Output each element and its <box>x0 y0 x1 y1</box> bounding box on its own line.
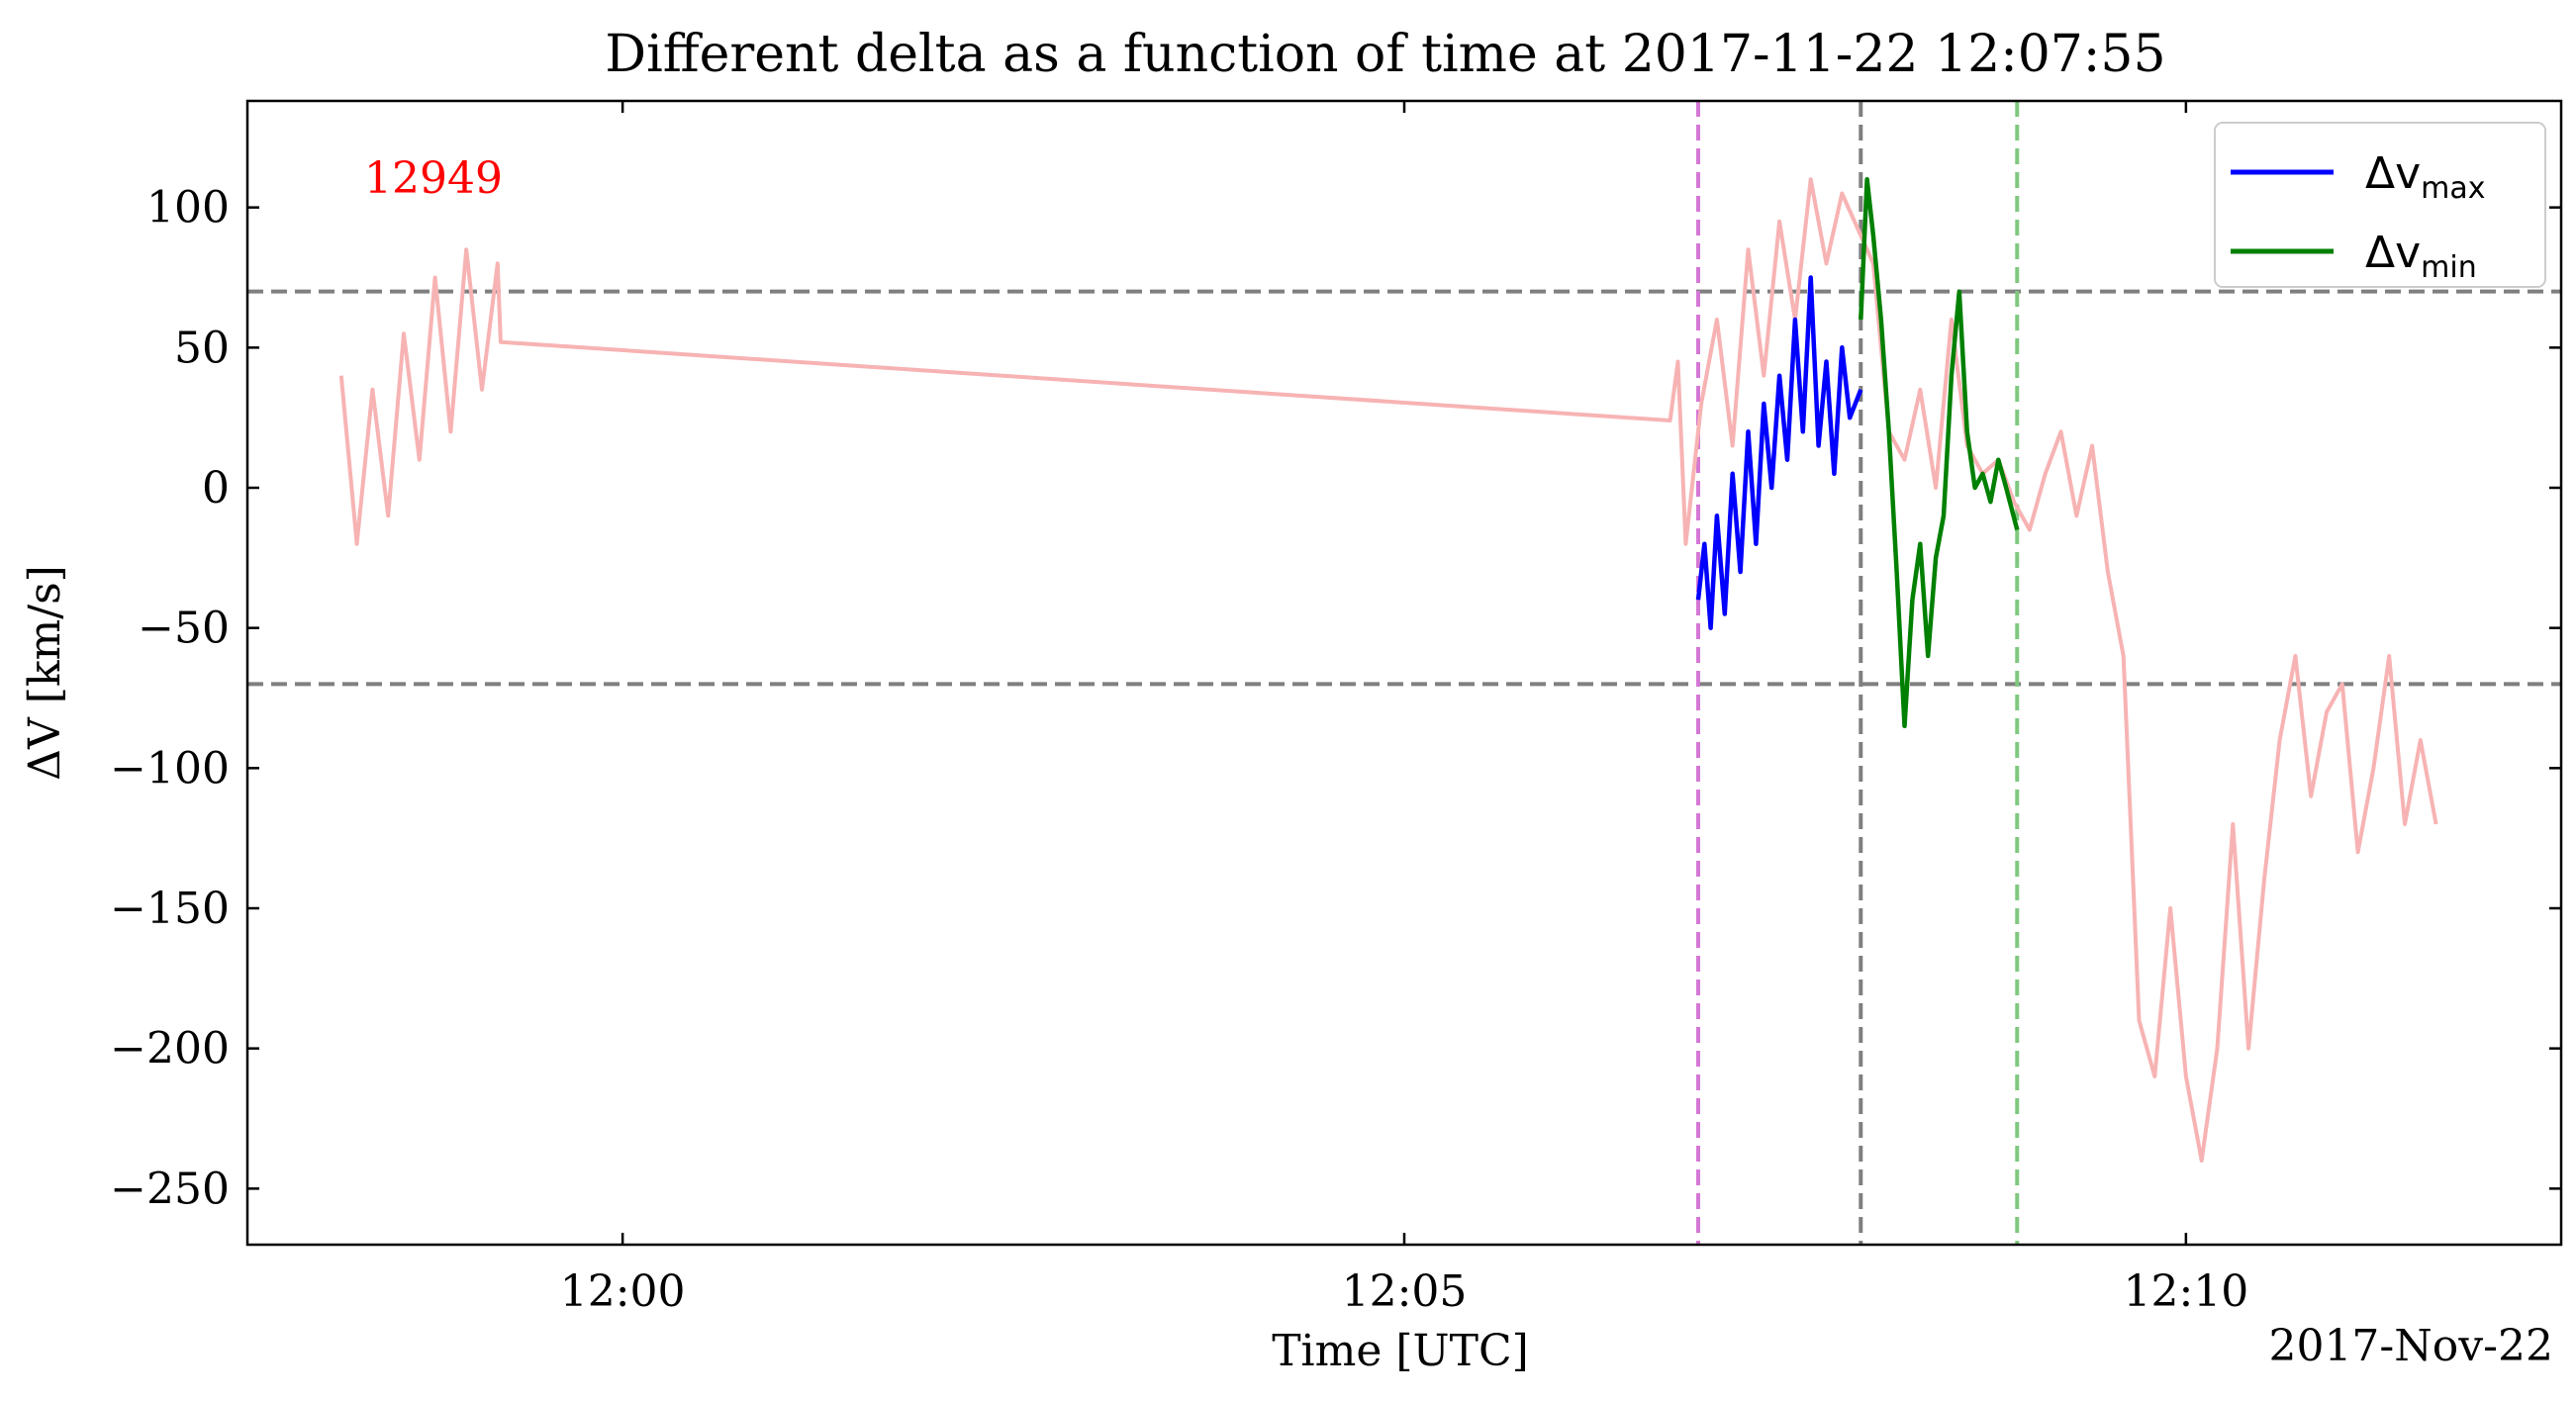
y-axis-label: ΔV [km/s] <box>20 565 70 781</box>
y-tick-label-2: 0 <box>202 463 230 514</box>
y-tick-label-3: −50 <box>138 604 230 654</box>
annotation-label: 12949 <box>364 153 503 204</box>
legend-box <box>2214 122 2546 288</box>
series-line-1 <box>1695 275 1863 630</box>
x-axis-label: Time [UTC] <box>1272 1326 1529 1376</box>
y-tick-label-0: 100 <box>146 183 230 234</box>
date-label: 2017-Nov-22 <box>2268 1321 2553 1371</box>
plot-area <box>247 101 2561 1245</box>
x-axis: 12:00 12:05 12:10 <box>560 101 2248 1317</box>
y-tick-label-6: −200 <box>110 1024 230 1074</box>
legend-label-1: Δvmin <box>2365 228 2477 285</box>
x-tick-label-0: 12:00 <box>560 1266 686 1317</box>
y-tick-label-5: −150 <box>110 884 230 934</box>
legend-label-0: Δvmax <box>2365 148 2486 206</box>
background-series-line <box>338 177 2438 1163</box>
x-tick-label-1: 12:05 <box>1342 1266 1468 1317</box>
x-tick-label-2: 12:10 <box>2123 1266 2248 1317</box>
y-tick-label-1: 50 <box>174 323 230 373</box>
chart-title: Different delta as a function of time at… <box>605 25 2165 84</box>
y-tick-label-7: −250 <box>110 1164 230 1214</box>
y-tick-label-4: −100 <box>110 743 230 794</box>
legend: Δvmax Δvmin <box>2214 122 2546 288</box>
y-axis: 100 50 0 −50 −100 −150 −200 −250 <box>110 183 2561 1214</box>
series-line-2 <box>1859 177 2020 729</box>
